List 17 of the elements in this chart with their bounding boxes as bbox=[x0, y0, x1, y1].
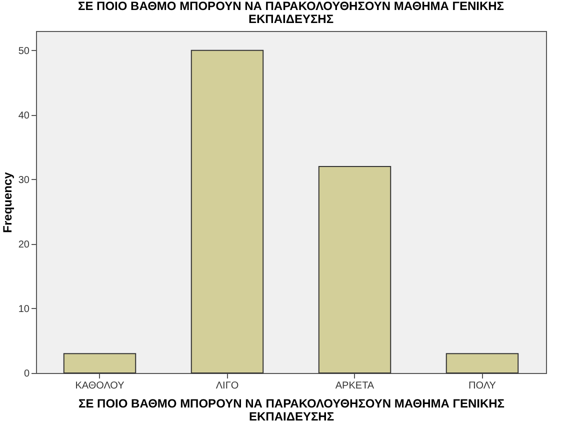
y-tick-label: 40 bbox=[18, 110, 30, 122]
y-tick-label: 0 bbox=[24, 368, 30, 380]
y-tick-label: 10 bbox=[18, 304, 30, 315]
y-tick-label: 20 bbox=[18, 239, 30, 250]
chart-title: ΣΕ ΠΟΙΟ ΒΑΘΜΟ ΜΠΟΡΟΥΝ ΝΑ ΠΑΡΑΚΟΛΟΥΘΗΣΟΥΝ ΜΑΘΗΜΑ ΓΕΝΙΚΗΣ ΕΚΠΑΙΔΕΥΣΗΣ bbox=[78, 0, 504, 26]
x-tick-label: ΑΡΚΕΤΑ bbox=[335, 380, 374, 392]
x-tick-label: ΚΑΘΟΛΟΥ bbox=[75, 380, 125, 392]
x-tick-label: ΛΙΓΟ bbox=[216, 380, 239, 392]
bar bbox=[318, 166, 392, 374]
bar bbox=[190, 50, 264, 374]
bar bbox=[63, 353, 136, 374]
y-tick-label: 30 bbox=[18, 174, 30, 186]
x-tick-label: ΠΟΛΥ bbox=[468, 380, 496, 392]
bar bbox=[446, 353, 519, 374]
x-axis-title: ΣΕ ΠΟΙΟ ΒΑΘΜΟ ΜΠΟΡΟΥΝ ΝΑ ΠΑΡΑΚΟΛΟΥΘΗΣΟΥΝ ΜΑΘΗΜΑ ΓΕΝΙΚΗΣ ΕΚΠΑΙΔΕΥΣΗΣ bbox=[78, 396, 504, 424]
y-tick-label: 50 bbox=[18, 46, 30, 57]
y-axis-title: Frequency bbox=[0, 172, 14, 233]
